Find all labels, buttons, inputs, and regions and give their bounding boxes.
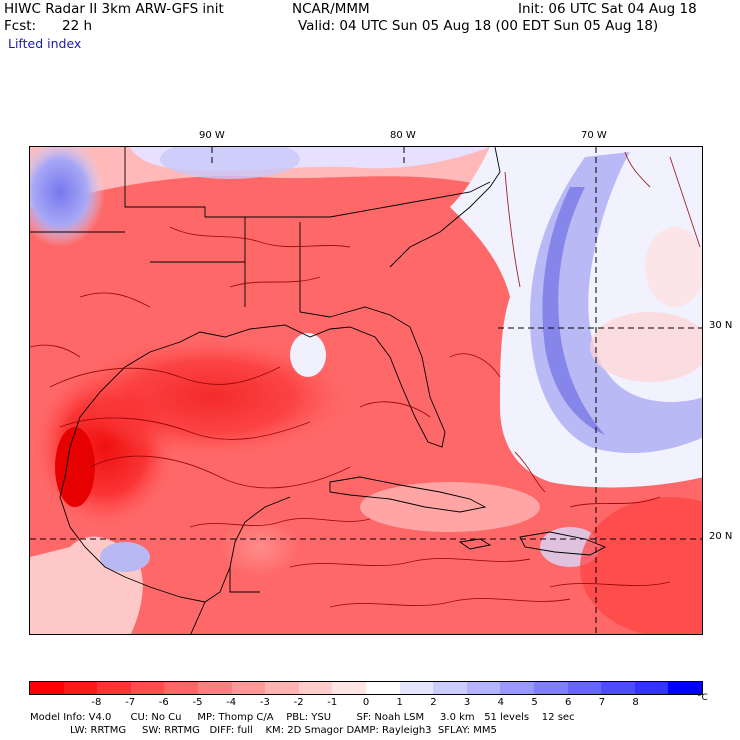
atlantic-pink-patch-2	[645, 227, 702, 307]
lon-label-80w: 80 W	[390, 130, 416, 141]
colorbar-tick-label: 2	[430, 697, 437, 708]
central-pink	[220, 517, 300, 577]
colorbar-tick-label: -8	[91, 697, 102, 708]
colorbar-tick-label: -4	[226, 697, 237, 708]
texas-core	[55, 427, 95, 507]
colorbar-swatch	[601, 682, 635, 694]
colorbar-swatch	[533, 682, 568, 694]
colorbar-swatch	[30, 682, 64, 694]
colorbar	[29, 681, 703, 695]
contours	[30, 151, 701, 608]
model-info-line-1: Model Info: V4.0 CU: No Cu MP: Thomp C/A…	[30, 712, 575, 723]
colorbar-swatch	[231, 682, 266, 694]
field-name: Lifted index	[8, 36, 82, 51]
gulf-coast	[59, 306, 446, 498]
colorbar-tick-label: 0	[362, 697, 370, 708]
atlantic-blue-core	[542, 187, 605, 435]
map-canvas	[30, 147, 702, 634]
lon-label-70w: 70 W	[581, 130, 607, 141]
colorbar-tick-label: -5	[192, 697, 203, 708]
colorbar-tick-label: 6	[565, 697, 572, 708]
north-blue-patch	[160, 147, 300, 179]
colorbar-swatch	[466, 682, 501, 694]
colorbar-swatch	[197, 682, 232, 694]
valid-time: Valid: 04 UTC Sun 05 Aug 18 (00 EDT Sun …	[298, 18, 659, 34]
model-info-line-2: LW: RRTMG SW: RRTMG DIFF: full KM: 2D Sm…	[70, 725, 497, 736]
colorbar-tick-label: -6	[158, 697, 169, 708]
colorbar-tick-label: -1	[327, 697, 338, 708]
cuba-coast	[329, 476, 487, 513]
colorbar-swatch	[433, 682, 467, 694]
state-border	[124, 147, 206, 217]
colorbar-swatch	[399, 682, 434, 694]
atlantic-coast	[389, 147, 501, 268]
init-time: Init: 06 UTC Sat 04 Aug 18	[518, 1, 697, 17]
fcst-label: Fcst:	[4, 18, 37, 34]
colorbar-swatch	[63, 682, 98, 694]
colorbar-swatch	[97, 682, 131, 694]
colorbar-tick-label: 1	[396, 697, 403, 708]
colorbar-swatch	[668, 682, 702, 694]
colorbar-tick-label: 3	[463, 697, 471, 708]
mexico-blue-patch	[100, 542, 150, 572]
colorbar-swatch	[265, 682, 299, 694]
atlantic-blue-arc	[530, 152, 702, 454]
fcst-value: 22 h	[62, 18, 93, 34]
hispaniola-coast	[519, 531, 607, 556]
colorbar-unit: °C	[697, 693, 708, 703]
colorbar-swatch	[332, 682, 366, 694]
central-america-coast	[190, 601, 206, 634]
gulf-light-bubble	[290, 333, 326, 377]
yucatan-border	[229, 567, 260, 593]
nw-blue-patch	[30, 147, 105, 247]
state-border	[299, 222, 331, 318]
colorbar-tick-label: 8	[632, 697, 639, 708]
colorbar-swatch	[298, 682, 333, 694]
colorbar-tick-label: -2	[293, 697, 304, 708]
colorbar-swatch	[130, 682, 165, 694]
colorbar-tick-label: 5	[531, 697, 538, 708]
caribbean-light	[360, 482, 540, 532]
colorbar-swatch	[567, 682, 602, 694]
colorbar-swatch	[634, 682, 669, 694]
atlantic-pink-patch	[590, 312, 702, 382]
lon-label-90w: 90 W	[199, 130, 225, 141]
org-label: NCAR/MMM	[292, 1, 370, 17]
grid-lines	[30, 147, 702, 634]
colorbar-swatch	[164, 682, 198, 694]
se-red	[580, 497, 702, 634]
lifted-index-map	[29, 146, 703, 635]
colorbar-swatch	[500, 682, 534, 694]
jamaica-coast	[458, 538, 492, 550]
colorbar-tick-label: -7	[125, 697, 136, 708]
colorbar-tick-label: -3	[259, 697, 270, 708]
chart-title: HIWC Radar II 3km ARW-GFS init	[4, 1, 224, 17]
colorbar-tick-label: 7	[598, 697, 606, 708]
colorbar-swatch	[365, 682, 400, 694]
lat-label-30n: 30 N	[709, 320, 733, 331]
lat-label-20n: 20 N	[709, 531, 733, 542]
state-border	[205, 181, 491, 218]
colorbar-tick-label: 4	[497, 697, 504, 708]
